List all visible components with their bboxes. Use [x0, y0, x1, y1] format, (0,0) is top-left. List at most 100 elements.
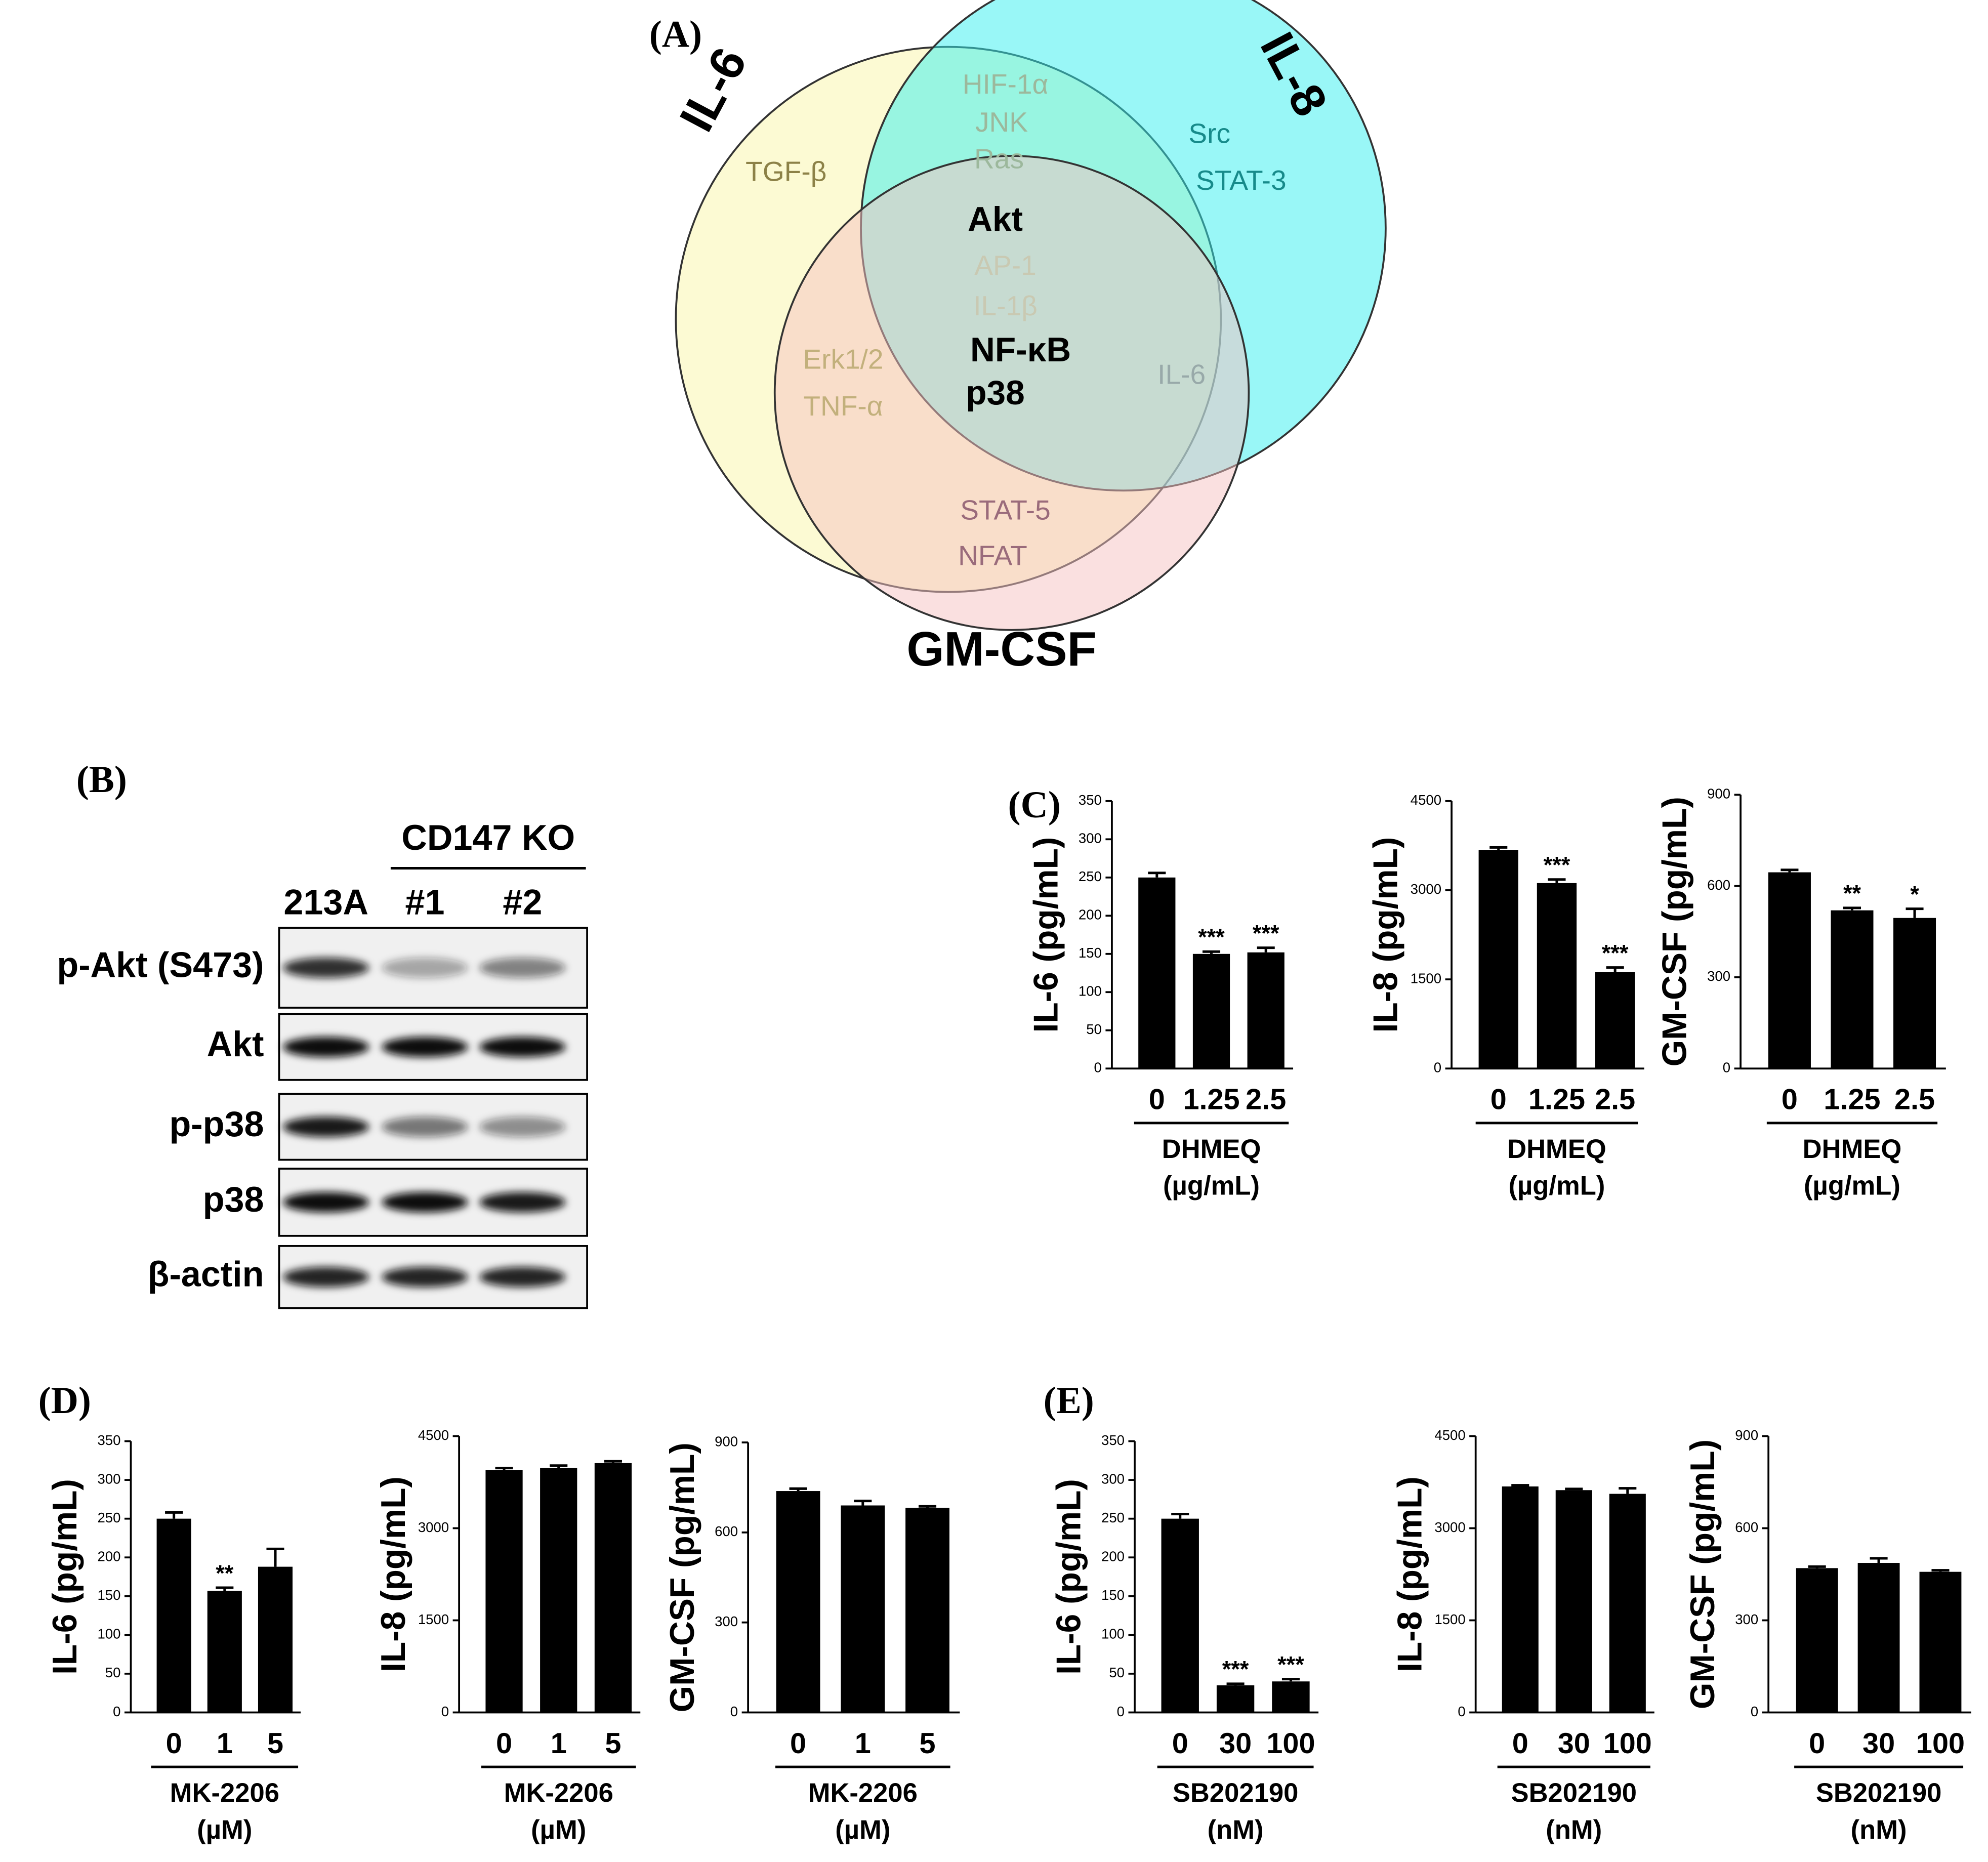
error-bar — [1843, 906, 1861, 911]
x-axis-label: (µM) — [197, 1815, 252, 1845]
blot-band — [479, 1116, 566, 1137]
x-axis-label: DHMEQ — [1803, 1134, 1902, 1164]
venn-item: Ras — [974, 143, 1024, 175]
x-axis-label: DHMEQ — [1507, 1134, 1606, 1164]
bar — [1857, 1563, 1900, 1713]
y-tick-label: 3000 — [418, 1519, 449, 1535]
venn-item: NF-κB — [970, 331, 1071, 369]
venn-item: TNF-α — [803, 390, 883, 422]
error-bar — [266, 1547, 284, 1567]
y-tick-label: 300 — [1707, 968, 1730, 984]
y-tick-label: 300 — [715, 1613, 738, 1629]
error-bar — [1489, 846, 1508, 850]
error-bar — [1606, 966, 1624, 972]
x-axis-label: MK-2206 — [808, 1778, 918, 1808]
error-bar — [1226, 1682, 1245, 1685]
y-tick-label: 600 — [1707, 877, 1730, 893]
y-tick-label: 300 — [1079, 831, 1102, 846]
x-tick-label: 0 — [1782, 1084, 1798, 1116]
x-tick-label: 100 — [1266, 1727, 1315, 1760]
x-tick-label: 30 — [1862, 1727, 1895, 1760]
x-tick-label: 2.5 — [1246, 1084, 1286, 1116]
error-bar — [1202, 950, 1221, 954]
bar — [156, 1518, 191, 1713]
panel-label: (A) — [649, 13, 702, 55]
x-tick-label: 0 — [1512, 1727, 1528, 1760]
y-tick-label: 150 — [1079, 945, 1102, 961]
blot-band — [479, 1037, 566, 1057]
y-axis-label: IL-8 (pg/mL) — [375, 1476, 412, 1672]
y-tick-label: 0 — [1117, 1704, 1125, 1719]
error-bar — [1619, 1487, 1637, 1494]
blot-band — [283, 1192, 369, 1213]
significance: * — [1910, 882, 1919, 907]
x-tick-label: 5 — [920, 1727, 936, 1760]
x-axis-label: (nM) — [1851, 1815, 1907, 1845]
y-tick-label: 200 — [98, 1549, 121, 1564]
blot-row-label: p-p38 — [169, 1104, 264, 1144]
significance: *** — [1544, 852, 1570, 878]
x-axis-label: (µg/mL) — [1509, 1171, 1605, 1201]
x-tick-label: 2.5 — [1595, 1084, 1635, 1116]
x-axis-label: (µM) — [835, 1815, 890, 1845]
y-tick-label: 50 — [1086, 1021, 1102, 1037]
blot-band — [382, 1116, 468, 1137]
error-bar — [165, 1511, 183, 1519]
blot-row-label: p-Akt (S473) — [57, 945, 264, 985]
blot-band — [283, 958, 369, 978]
y-tick-label: 600 — [715, 1523, 738, 1539]
significance: *** — [1277, 1651, 1304, 1677]
y-tick-label: 4500 — [1411, 792, 1441, 808]
x-axis-label: (nM) — [1208, 1815, 1264, 1845]
y-tick-label: 150 — [1101, 1587, 1125, 1603]
y-tick-label: 3000 — [1434, 1519, 1465, 1535]
y-tick-label: 350 — [1101, 1432, 1125, 1448]
x-tick-label: 1.25 — [1824, 1084, 1880, 1116]
panel-label: (C) — [1008, 784, 1061, 826]
error-bar — [1511, 1484, 1529, 1487]
error-bar — [1808, 1565, 1826, 1568]
x-tick-label: 30 — [1219, 1727, 1252, 1760]
y-tick-label: 0 — [1751, 1704, 1758, 1719]
x-axis-label: MK-2206 — [170, 1778, 279, 1808]
venn-item: STAT-5 — [960, 494, 1051, 525]
y-tick-label: 350 — [98, 1432, 121, 1448]
y-axis-label: IL-8 (pg/mL) — [1367, 837, 1405, 1033]
venn-item: AP-1 — [974, 250, 1036, 281]
x-tick-label: 2.5 — [1894, 1084, 1935, 1116]
error-bar — [1281, 1678, 1300, 1682]
panel-label: (B) — [76, 759, 127, 801]
venn-item: p38 — [966, 374, 1025, 412]
error-bar — [854, 1500, 872, 1506]
error-bar — [1548, 878, 1566, 883]
x-tick-label: 0 — [790, 1727, 806, 1760]
significance: *** — [1198, 924, 1225, 950]
bar — [1502, 1486, 1539, 1713]
venn-item: TGF-β — [746, 156, 826, 187]
y-tick-label: 900 — [1735, 1427, 1758, 1443]
lane-label: #1 — [405, 883, 445, 922]
bar — [1831, 910, 1874, 1069]
y-tick-label: 0 — [730, 1704, 738, 1719]
x-tick-label: 0 — [1809, 1727, 1825, 1760]
x-tick-label: 1 — [217, 1727, 233, 1760]
blot-band — [479, 1267, 566, 1288]
blot-band — [283, 1116, 369, 1137]
y-tick-label: 150 — [98, 1587, 121, 1603]
error-bar — [1906, 907, 1924, 918]
venn-circle — [773, 155, 1250, 631]
bar — [1893, 918, 1936, 1069]
significance: ** — [1843, 881, 1861, 906]
blot-band — [382, 1267, 468, 1288]
venn-item: JNK — [975, 106, 1028, 138]
x-tick-label: 5 — [605, 1727, 621, 1760]
error-bar — [1931, 1569, 1950, 1572]
y-tick-label: 100 — [98, 1626, 121, 1642]
y-axis-label: IL-8 (pg/mL) — [1391, 1476, 1429, 1672]
bar — [905, 1508, 949, 1713]
blot-band — [382, 1037, 468, 1057]
bar — [540, 1468, 577, 1713]
y-axis-label: IL-6 (pg/mL) — [1050, 1479, 1088, 1675]
blot-group-label: CD147 KO — [401, 818, 575, 857]
